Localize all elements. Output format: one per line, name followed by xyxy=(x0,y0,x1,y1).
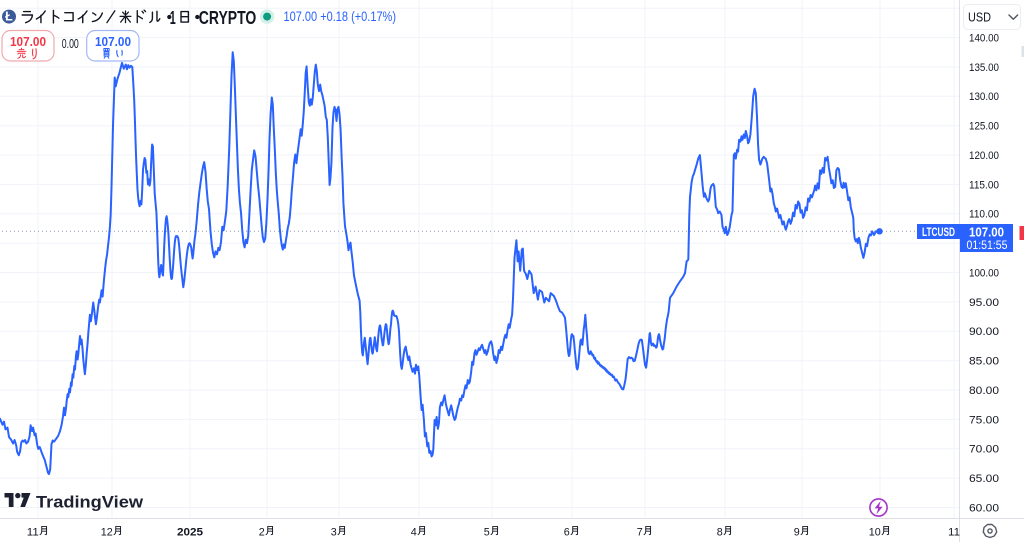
svg-text:75.00: 75.00 xyxy=(969,414,999,426)
svg-text:107.00 +0.18 (+0.17%): 107.00 +0.18 (+0.17%) xyxy=(284,9,397,24)
svg-text:70.00: 70.00 xyxy=(969,444,999,456)
svg-text:CRYPTO: CRYPTO xyxy=(199,8,256,28)
svg-text:100.00: 100.00 xyxy=(969,268,999,280)
svg-text:85.00: 85.00 xyxy=(969,356,999,368)
svg-text:110.00: 110.00 xyxy=(969,209,999,221)
svg-text:135.00: 135.00 xyxy=(969,62,999,74)
svg-text:LTCUSD: LTCUSD xyxy=(922,227,955,239)
svg-text:140.00: 140.00 xyxy=(969,33,999,45)
svg-text:80.00: 80.00 xyxy=(969,385,999,397)
svg-text:107.00: 107.00 xyxy=(969,225,1004,240)
svg-text:2: 2 xyxy=(259,527,265,539)
svg-text:120.00: 120.00 xyxy=(969,150,999,162)
svg-text:USD: USD xyxy=(968,11,991,25)
svg-text:Ł: Ł xyxy=(5,10,13,24)
svg-text:3: 3 xyxy=(331,527,337,539)
svg-text:130.00: 130.00 xyxy=(969,91,999,103)
svg-text:5: 5 xyxy=(484,527,490,539)
svg-text:11: 11 xyxy=(948,527,960,539)
svg-text:11: 11 xyxy=(27,527,39,539)
svg-text:60.00: 60.00 xyxy=(969,502,999,514)
svg-text:9: 9 xyxy=(794,527,800,539)
svg-text:95.00: 95.00 xyxy=(969,297,999,309)
svg-text:4: 4 xyxy=(411,527,417,539)
svg-text:107.00: 107.00 xyxy=(10,34,46,49)
svg-text:125.00: 125.00 xyxy=(969,121,999,133)
svg-text:10: 10 xyxy=(869,527,881,539)
svg-text:107.00: 107.00 xyxy=(95,34,131,49)
svg-text:65.00: 65.00 xyxy=(969,473,999,485)
svg-text:12: 12 xyxy=(101,527,113,539)
svg-text:01:51:55: 01:51:55 xyxy=(967,240,1008,252)
svg-text:TradingView: TradingView xyxy=(36,493,144,512)
svg-text:0.00: 0.00 xyxy=(62,37,79,51)
svg-text:2025: 2025 xyxy=(177,527,203,539)
svg-text:90.00: 90.00 xyxy=(969,326,999,338)
svg-text:115.00: 115.00 xyxy=(969,179,999,191)
svg-text:7: 7 xyxy=(637,527,643,539)
svg-text:6: 6 xyxy=(564,527,570,539)
svg-text:8: 8 xyxy=(717,527,723,539)
svg-text:1: 1 xyxy=(170,8,176,28)
